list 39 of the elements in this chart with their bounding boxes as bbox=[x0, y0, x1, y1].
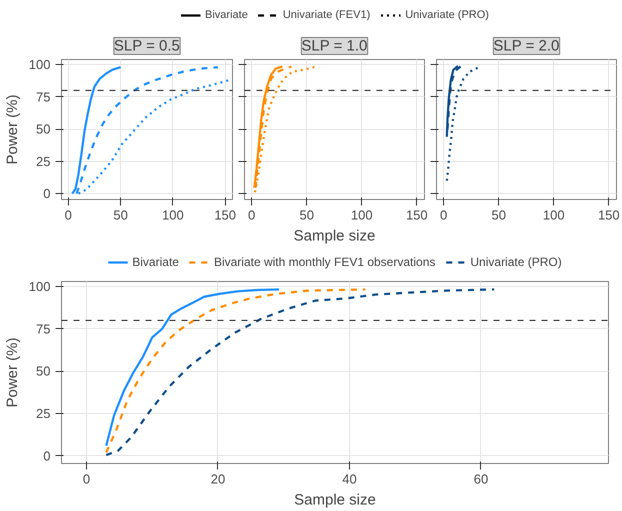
legend-label: Bivariate with monthly FEV1 observations bbox=[214, 255, 436, 269]
chart-title: SLP = 0.5 bbox=[114, 38, 180, 54]
y-axis-title: Power (%) bbox=[4, 94, 21, 165]
y-tick-label: 25 bbox=[36, 406, 51, 422]
x-tick-label: 150 bbox=[598, 208, 620, 222]
y-tick-label: 25 bbox=[36, 154, 51, 169]
chart-title: SLP = 1.0 bbox=[301, 38, 368, 54]
chart-title: SLP = 2.0 bbox=[493, 38, 560, 54]
x-axis-title: Sample size bbox=[294, 492, 376, 508]
y-tick-label: 50 bbox=[36, 364, 51, 379]
x-tick-label: 50 bbox=[299, 208, 314, 222]
x-tick-label: 0 bbox=[440, 208, 448, 222]
legend-label: Bivariate bbox=[132, 255, 179, 269]
x-tick-label: 100 bbox=[162, 208, 184, 222]
text: Univariate (FEV1) bbox=[282, 9, 370, 21]
x-tick-label: 150 bbox=[406, 208, 428, 222]
x-axis-title: Sample size bbox=[294, 228, 376, 244]
y-tick-label: 0 bbox=[43, 186, 51, 202]
text: Bivariate bbox=[205, 9, 248, 21]
x-tick-label: 40 bbox=[342, 472, 357, 486]
x-tick-label: 20 bbox=[210, 472, 226, 486]
legend-label: Univariate (PRO) bbox=[470, 255, 562, 269]
y-tick-label: 50 bbox=[36, 122, 51, 137]
x-tick-label: 60 bbox=[474, 472, 488, 486]
x-tick-label: 0 bbox=[82, 472, 90, 486]
x-tick-label: 0 bbox=[64, 208, 72, 222]
y-axis-title: Power (%) bbox=[4, 337, 21, 408]
y-tick-label: 0 bbox=[43, 448, 51, 464]
y-tick-label: 75 bbox=[36, 321, 51, 336]
y-tick-label: 100 bbox=[28, 279, 51, 294]
y-tick-label: 75 bbox=[36, 89, 51, 104]
x-tick-label: 100 bbox=[542, 208, 565, 222]
x-tick-label: 100 bbox=[350, 208, 373, 222]
y-tick-label: 100 bbox=[28, 57, 51, 72]
text: Univariate (PRO) bbox=[405, 9, 489, 21]
x-tick-label: 0 bbox=[248, 208, 256, 222]
x-tick-label: 50 bbox=[113, 208, 128, 222]
x-tick-label: 50 bbox=[491, 208, 506, 222]
x-tick-label: 150 bbox=[214, 208, 236, 222]
